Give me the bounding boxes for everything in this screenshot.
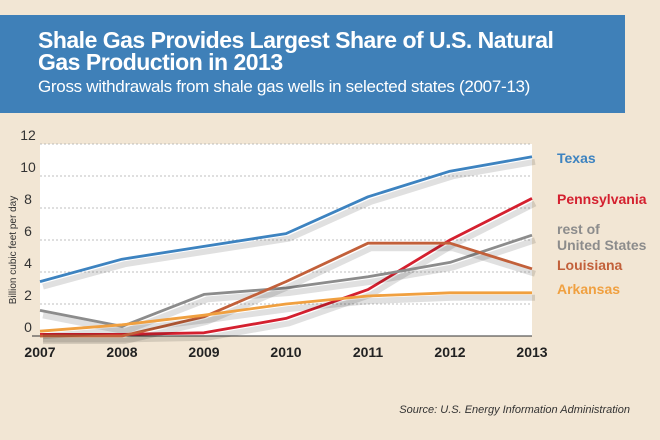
series-line-texas: [39, 155, 533, 283]
y-tick-label: 12: [20, 127, 36, 143]
legend-label: Pennsylvania: [557, 191, 647, 207]
x-tick-label: 2011: [353, 344, 384, 360]
legend-label: Texas: [557, 150, 596, 166]
series-line-rest-of-united-states: [39, 233, 533, 328]
y-tick-label: 2: [24, 287, 32, 303]
y-tick-label: 6: [24, 223, 32, 239]
x-tick-label: 2013: [516, 344, 547, 360]
x-tick-label: 2010: [270, 344, 301, 360]
title-banner: Shale Gas Provides Largest Share of U.S.…: [0, 15, 625, 113]
legend-label: Louisiana: [557, 257, 623, 273]
series-line-pennsylvania: [40, 197, 533, 336]
series-shadow: [42, 294, 535, 340]
y-axis-label: Billion cubic feet per day: [8, 196, 19, 304]
series-line-louisiana: [40, 241, 533, 338]
chart-subtitle: Gross withdrawals from shale gas wells i…: [38, 77, 531, 96]
y-tick-label: 8: [24, 191, 32, 207]
legend-label: United States: [557, 237, 647, 253]
series-shadow: [42, 237, 536, 335]
x-tick-label: 2007: [24, 344, 55, 360]
y-tick-label: 10: [20, 159, 36, 175]
legend-label: Arkansas: [557, 281, 620, 297]
y-tick-label: 4: [24, 255, 32, 271]
legend-label: rest of: [557, 221, 600, 237]
source-note: Source: U.S. Energy Information Administ…: [399, 404, 630, 416]
x-tick-label: 2008: [106, 344, 137, 360]
series-shadow: [42, 158, 536, 290]
x-tick-label: 2012: [434, 344, 465, 360]
y-tick-label: 0: [24, 319, 32, 335]
x-tick-label: 2009: [188, 344, 219, 360]
chart-title: Shale Gas Provides Largest Share of U.S.…: [38, 27, 554, 75]
series-shadow: [43, 245, 536, 344]
series-line-arkansas: [39, 291, 532, 333]
